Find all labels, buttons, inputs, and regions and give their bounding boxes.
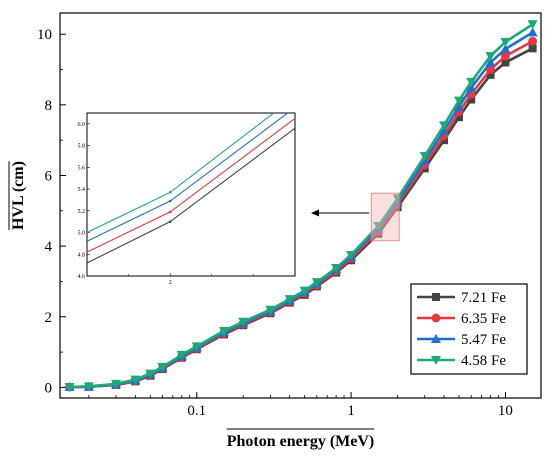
y-tick-label: 4 — [45, 239, 53, 255]
data-point — [176, 350, 187, 360]
inset-y-tick-label: 5.8 — [78, 144, 86, 150]
data-point — [485, 57, 496, 67]
inset-y-tick-label: 5.0 — [78, 231, 86, 237]
inset-plot: 4.6 4.8 5.0 5.2 5.4 5.6 5.8 6.0 2 — [78, 112, 296, 286]
plot-frame — [59, 12, 542, 399]
data-point — [432, 293, 440, 301]
data-point — [311, 278, 322, 288]
data-point — [431, 334, 441, 343]
x-axis-title: Photon energy (MeV) — [227, 433, 375, 450]
data-point — [238, 317, 249, 327]
y-tick-label: 2 — [45, 310, 53, 326]
legend-label: 5.47 Fe — [461, 332, 506, 348]
legend: 7.21 Fe 6.35 Fe 5.47 Fe 4.58 Fe — [410, 283, 528, 375]
x-axis-ticks: 0.1 1 10 — [88, 392, 513, 419]
legend-entry: 5.47 Fe — [417, 332, 506, 348]
data-point — [431, 313, 441, 323]
data-point — [439, 121, 450, 131]
data-point — [392, 194, 403, 204]
data-point — [527, 20, 538, 30]
legend-label: 7.21 Fe — [461, 290, 506, 306]
legend-entry: 4.58 Fe — [417, 353, 506, 369]
inset-y-tick-label: 4.8 — [78, 252, 86, 258]
legend-label: 6.35 Fe — [461, 311, 506, 327]
inset-y-tick-label: 5.4 — [78, 187, 86, 193]
inset-y-tick-label: 6.0 — [78, 122, 86, 128]
data-point — [373, 221, 384, 231]
legend-entry: 7.21 Fe — [417, 290, 506, 306]
x-tick-label: 10 — [498, 403, 513, 419]
data-point — [454, 113, 463, 122]
data-point — [501, 51, 510, 61]
series-4-58-fe — [64, 20, 538, 393]
inset-y-tick-label: 4.6 — [78, 274, 86, 280]
zoom-arrow — [311, 209, 370, 217]
inset-data-point — [168, 210, 172, 214]
data-point — [453, 101, 464, 111]
y-tick-label: 0 — [45, 380, 53, 396]
data-point — [157, 362, 168, 372]
data-point — [528, 36, 538, 46]
y-axis-title: HVL (cm) — [10, 161, 27, 230]
data-point — [528, 44, 537, 53]
y-tick-label: 10 — [37, 27, 52, 43]
series-lines — [64, 20, 538, 393]
x-tick-label: 1 — [347, 403, 355, 419]
inset-y-tick-label: 5.6 — [78, 165, 86, 171]
y-axis-ticks: 0 2 4 6 8 10 — [37, 27, 66, 396]
zoom-arrow-head — [311, 209, 319, 217]
data-point — [467, 95, 476, 104]
data-point — [191, 342, 202, 352]
data-point — [466, 82, 477, 92]
data-point — [331, 264, 342, 274]
main-plot: 0.1 1 10 0 2 4 6 8 10 4.6 4.8 5.0 5.2 5.4 5.6 5.8 6.0 2… — [37, 12, 542, 419]
data-point — [346, 250, 357, 260]
inset-series — [87, 113, 295, 264]
inset-frame — [86, 112, 296, 277]
data-point — [218, 326, 229, 336]
inset-data-point — [168, 220, 172, 223]
x-tick-label: 0.1 — [187, 403, 206, 419]
data-point — [527, 27, 538, 37]
data-point — [500, 37, 511, 47]
y-tick-label: 8 — [45, 98, 53, 114]
data-point — [485, 52, 496, 62]
legend-label: 4.58 Fe — [461, 353, 506, 369]
legend-entry: 6.35 Fe — [417, 311, 506, 327]
data-point — [64, 383, 75, 393]
data-point — [83, 382, 94, 392]
inset-y-tick-label: 5.2 — [78, 209, 86, 215]
data-point — [500, 44, 511, 54]
zoom-region-box — [370, 192, 400, 242]
data-point — [265, 305, 276, 315]
y-tick-label: 6 — [45, 168, 53, 184]
inset-x-tick-label: 2 — [169, 280, 172, 286]
data-point — [486, 70, 495, 79]
data-point — [453, 96, 464, 106]
data-point — [501, 58, 510, 67]
data-point — [111, 379, 122, 389]
inset-data-point — [168, 191, 172, 194]
data-point — [466, 77, 477, 87]
inset-data-point — [168, 199, 172, 203]
data-point — [145, 369, 156, 379]
data-point — [299, 286, 310, 296]
data-point — [130, 375, 141, 385]
data-point — [431, 356, 441, 365]
data-point — [419, 152, 430, 162]
data-point — [284, 295, 295, 305]
